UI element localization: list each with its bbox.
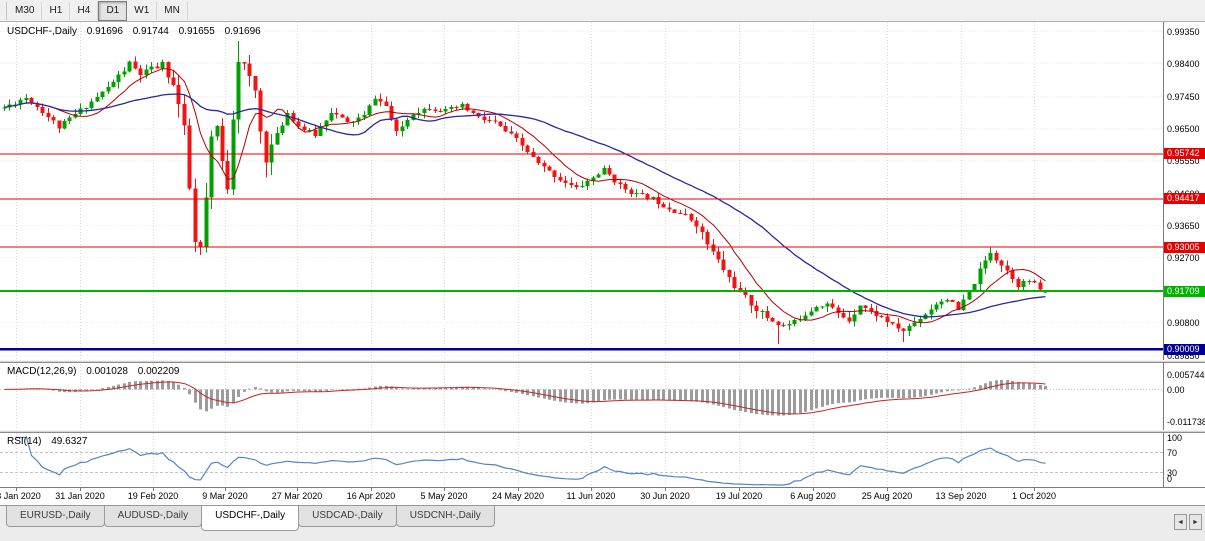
price-axis-tick: 0.96500: [1167, 124, 1200, 135]
timeframe-button-h1[interactable]: H1: [42, 1, 71, 20]
time-axis-label: 13 Jan 2020: [0, 491, 41, 501]
macd-signal-value: 0.002209: [137, 366, 180, 377]
price-axis-tick: 0.90800: [1167, 318, 1200, 329]
pane-separator-rsi[interactable]: [0, 430, 1205, 433]
tabs-scroll-right-icon[interactable]: ►: [1189, 514, 1202, 530]
price-tag-0.95742: 0.95742: [1164, 148, 1205, 160]
price-tag-0.90009: 0.90009: [1164, 343, 1205, 355]
rsi-axis-tick: 70: [1167, 448, 1178, 458]
rsi-value: 49.6327: [51, 436, 88, 447]
price-axis-tick: 0.99350: [1167, 27, 1200, 37]
macd-indicator: [4, 379, 1047, 416]
macd-axis-tick: 0.00: [1167, 385, 1185, 396]
chart-tab-usdcad[interactable]: USDCAD-,Daily: [298, 506, 397, 527]
time-axis-label: 16 Apr 2020: [346, 491, 396, 501]
time-axis-label: 11 Jun 2020: [566, 491, 616, 501]
chart-area[interactable]: USDCHF-,Daily 0.91696 0.91744 0.91655 0.…: [0, 22, 1205, 505]
price-axis-tick: 0.98400: [1167, 59, 1200, 70]
timeframe-button-mn[interactable]: MN: [157, 1, 188, 20]
timeframe-buttons: M30 H1 H4 D1 W1 MN: [8, 0, 188, 21]
axis-frame: [0, 22, 1205, 488]
chart-tab-bar: EURUSD-,Daily AUDUSD-,Daily USDCHF-,Daily U…: [0, 505, 1205, 541]
tab-scroll-buttons: ◄ ►: [1174, 514, 1202, 530]
time-axis-label: 25 Aug 2020: [861, 491, 913, 501]
price-axis-tick: 0.95550: [1167, 156, 1200, 167]
time-axis-label: 13 Sep 2020: [935, 491, 987, 501]
horizontal-level-lines: [0, 153, 1163, 351]
ohlc-low: 0.91655: [178, 26, 215, 37]
macd-value: 0.001028: [86, 366, 128, 377]
time-axis-label: 31 Jan 2020: [55, 491, 105, 501]
macd-label: MACD(12,26,9) 0.001028 0.002209: [7, 366, 186, 377]
time-axis-label: 19 Jul 2020: [715, 491, 763, 501]
chart-tab-usdchf[interactable]: USDCHF-,Daily: [201, 506, 300, 531]
price-tag-0.91709: 0.91709: [1164, 285, 1205, 297]
time-axis-label: 5 May 2020: [420, 491, 468, 501]
cropped-toolbar-button[interactable]: [0, 1, 7, 20]
price-tag-0.94417: 0.94417: [1164, 193, 1205, 205]
candlesticks: [2, 40, 1048, 344]
price-axis-tick: 0.89850: [1167, 350, 1200, 361]
price-axis-tick: 0.92700: [1167, 253, 1200, 264]
moving-average-lines: [4, 68, 1046, 324]
chart-tab-usdcnh[interactable]: USDCNH-,Daily: [395, 506, 495, 527]
pane-separator-macd[interactable]: [0, 360, 1205, 363]
rsi-label: RSI(14) 49.6327: [7, 436, 94, 447]
time-axis-label: 27 Mar 2020: [271, 491, 323, 501]
price-axis-tick: 0.97450: [1167, 91, 1200, 102]
timeframe-button-h4[interactable]: H4: [70, 1, 99, 20]
timeframe-button-w1[interactable]: W1: [127, 1, 158, 20]
macd-axis-tick: 0.005744: [1167, 370, 1205, 380]
price-tag-0.93005: 0.93005: [1164, 241, 1205, 253]
chart-canvas[interactable]: [0, 22, 1205, 505]
price-axis-tick: 0.93650: [1167, 221, 1200, 232]
chart-tab-eurusd[interactable]: EURUSD-,Daily: [6, 506, 105, 527]
timeframe-button-d1[interactable]: D1: [98, 0, 128, 21]
time-axis-label: 24 May 2020: [491, 491, 545, 501]
time-axis-label: 30 Jun 2020: [640, 491, 690, 501]
symbol-ohlc-label: USDCHF-,Daily 0.91696 0.91744 0.91655 0.…: [7, 26, 268, 37]
rsi-axis-tick: 100: [1167, 433, 1183, 443]
timeframe-toolbar: M30 H1 H4 D1 W1 MN: [0, 0, 1205, 22]
tabs-scroll-left-icon[interactable]: ◄: [1174, 514, 1187, 530]
ohlc-high: 0.91744: [132, 26, 169, 37]
time-axis-label: 9 Mar 2020: [202, 491, 248, 501]
chart-tab-audusd[interactable]: AUDUSD-,Daily: [103, 506, 203, 527]
rsi-axis-tick: 0: [1167, 474, 1173, 484]
timeframe-button-m30[interactable]: M30: [8, 1, 43, 20]
time-axis-label: 6 Aug 2020: [790, 491, 836, 501]
ohlc-open: 0.91696: [86, 26, 123, 37]
rsi-indicator: [15, 436, 1046, 486]
symbol-name: USDCHF-,Daily: [7, 26, 77, 37]
ohlc-close: 0.91696: [224, 26, 261, 37]
chart-tabs: EURUSD-,Daily AUDUSD-,Daily USDCHF-,Daily U…: [6, 506, 495, 531]
macd-axis-tick: -0.011738: [1167, 416, 1205, 427]
rsi-axis-tick: 30: [1167, 468, 1178, 478]
time-axis-label: 1 Oct 2020: [1011, 491, 1057, 501]
rsi-name: RSI(14): [7, 436, 42, 447]
time-axis-label: 19 Feb 2020: [127, 491, 179, 501]
macd-name: MACD(12,26,9): [7, 366, 77, 377]
